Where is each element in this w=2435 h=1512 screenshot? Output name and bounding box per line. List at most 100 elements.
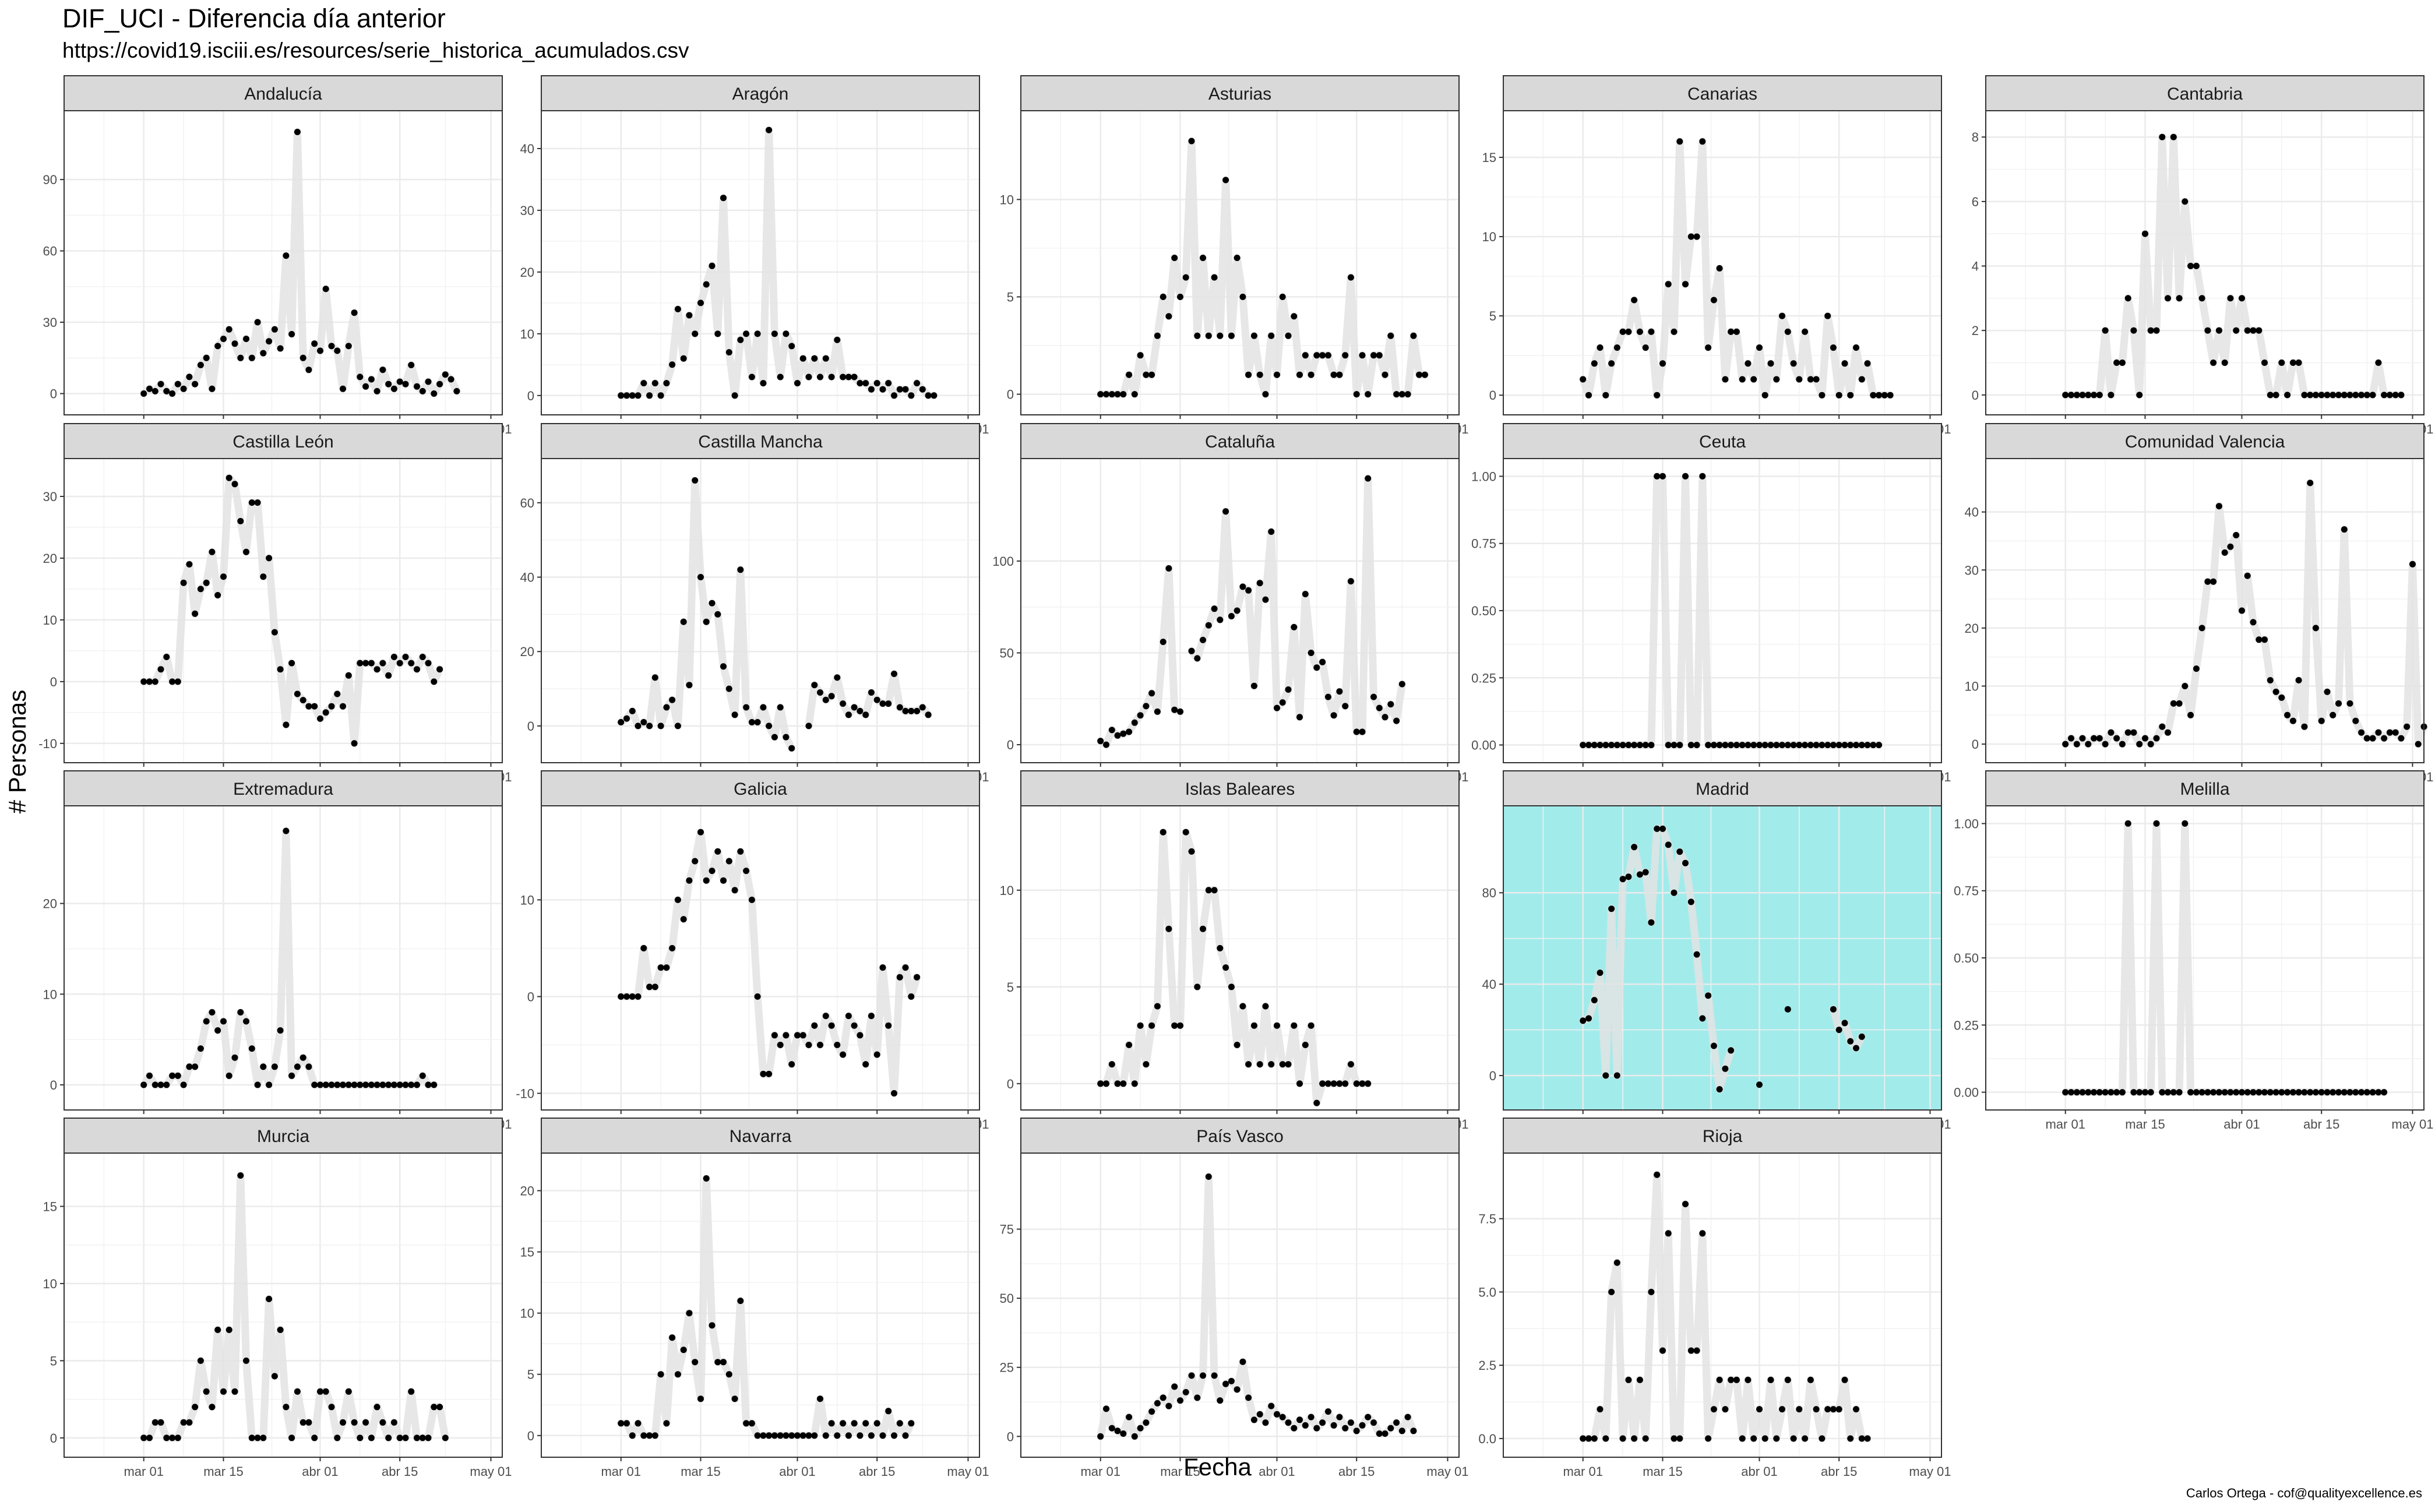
data-point xyxy=(2210,1089,2217,1096)
data-point xyxy=(322,709,329,716)
facet-strip xyxy=(64,1118,503,1154)
data-point xyxy=(2404,723,2411,730)
data-point xyxy=(1853,1045,1859,1052)
data-point xyxy=(305,1419,312,1426)
data-point xyxy=(2062,392,2069,399)
data-point xyxy=(271,629,278,636)
data-point xyxy=(2079,1089,2086,1096)
data-point xyxy=(1858,742,1865,749)
y-tick-label: 0.75 xyxy=(1471,537,1496,551)
data-point xyxy=(720,1359,727,1366)
data-point xyxy=(1779,742,1785,749)
data-point xyxy=(1330,371,1337,378)
data-point xyxy=(651,1432,658,1439)
data-point xyxy=(828,693,835,700)
data-point xyxy=(351,1081,358,1088)
data-point xyxy=(646,722,653,729)
panel-border xyxy=(541,110,980,415)
data-point xyxy=(1597,970,1604,976)
data-point xyxy=(231,481,238,488)
data-point xyxy=(379,1419,386,1426)
y-tick-label: 40 xyxy=(1482,977,1496,992)
data-point xyxy=(834,1432,841,1439)
data-point xyxy=(1602,392,1609,399)
data-point xyxy=(2068,735,2074,742)
y-tick-label: 0 xyxy=(50,387,57,401)
data-point xyxy=(902,1432,909,1439)
data-point xyxy=(914,707,921,714)
data-point xyxy=(828,1420,835,1427)
data-point xyxy=(828,373,835,380)
data-point xyxy=(731,1395,738,1402)
data-point xyxy=(2165,729,2171,736)
data-point xyxy=(373,666,380,673)
data-point xyxy=(1382,714,1389,721)
data-point xyxy=(1756,344,1763,351)
y-tick-label: 2 xyxy=(1972,323,1979,338)
data-point xyxy=(777,373,784,380)
data-point xyxy=(811,682,818,689)
data-point xyxy=(692,330,699,337)
data-point xyxy=(2381,1089,2388,1096)
data-point xyxy=(1120,391,1127,398)
data-point xyxy=(1160,294,1167,300)
x-tick-label: mar 01 xyxy=(601,1464,640,1479)
data-point xyxy=(908,1420,915,1427)
data-point xyxy=(1177,1397,1183,1404)
facet-strip xyxy=(541,423,980,459)
data-point xyxy=(862,380,869,387)
data-point xyxy=(686,1310,693,1317)
data-point xyxy=(1148,371,1155,378)
data-point xyxy=(1699,1230,1706,1237)
data-point xyxy=(1636,328,1643,335)
data-point xyxy=(657,964,664,971)
data-point xyxy=(2113,1089,2120,1096)
x-tick-label: abr 15 xyxy=(2303,1117,2339,1132)
data-point xyxy=(669,361,676,368)
data-point xyxy=(1824,1406,1831,1413)
data-point xyxy=(1591,997,1598,1003)
data-point xyxy=(1699,473,1706,480)
facet-strip-label: País Vasco xyxy=(1196,1127,1284,1146)
data-point xyxy=(1642,869,1649,876)
data-point xyxy=(2210,360,2217,366)
x-tick-label: mar 15 xyxy=(2125,1117,2165,1132)
y-tick-label: 0 xyxy=(527,989,534,1004)
data-point xyxy=(1296,371,1303,378)
data-point xyxy=(623,993,630,1000)
data-point xyxy=(163,654,170,660)
facet-strip-label: Comunidad Valencia xyxy=(2125,432,2285,452)
data-point xyxy=(220,573,227,580)
facet-strip-label: Cantabria xyxy=(2167,84,2243,104)
data-point xyxy=(1784,328,1791,335)
data-point xyxy=(1359,1422,1366,1429)
data-point xyxy=(368,660,375,667)
facet-panel: Navarra 0 5 10 15 20 mar 01 mar 15 abr 01 abr 15 m… xyxy=(520,1118,989,1479)
data-point xyxy=(1580,1017,1587,1024)
data-point xyxy=(2079,392,2086,399)
data-point xyxy=(1824,742,1831,749)
data-point xyxy=(1120,730,1127,737)
data-point xyxy=(1234,607,1241,614)
data-point xyxy=(805,1432,812,1439)
data-point xyxy=(1330,1422,1337,1429)
chart-subtitle: https://covid19.isciii.es/resources/seri… xyxy=(62,38,689,62)
data-point xyxy=(788,343,795,350)
data-point xyxy=(766,126,773,133)
data-point xyxy=(1126,1414,1133,1421)
data-point xyxy=(2073,392,2080,399)
data-point xyxy=(1188,1372,1195,1379)
data-point xyxy=(1336,1414,1343,1421)
y-tick-label: 20 xyxy=(520,265,534,280)
data-point xyxy=(1239,1003,1246,1010)
data-point xyxy=(402,380,409,387)
data-point xyxy=(891,1090,897,1097)
data-point xyxy=(192,1404,199,1411)
data-point xyxy=(1359,728,1366,735)
data-point xyxy=(1256,1061,1263,1068)
y-tick-label: 10 xyxy=(520,893,534,907)
data-point xyxy=(1194,332,1201,339)
data-point xyxy=(680,1347,687,1354)
data-point xyxy=(2182,820,2189,827)
